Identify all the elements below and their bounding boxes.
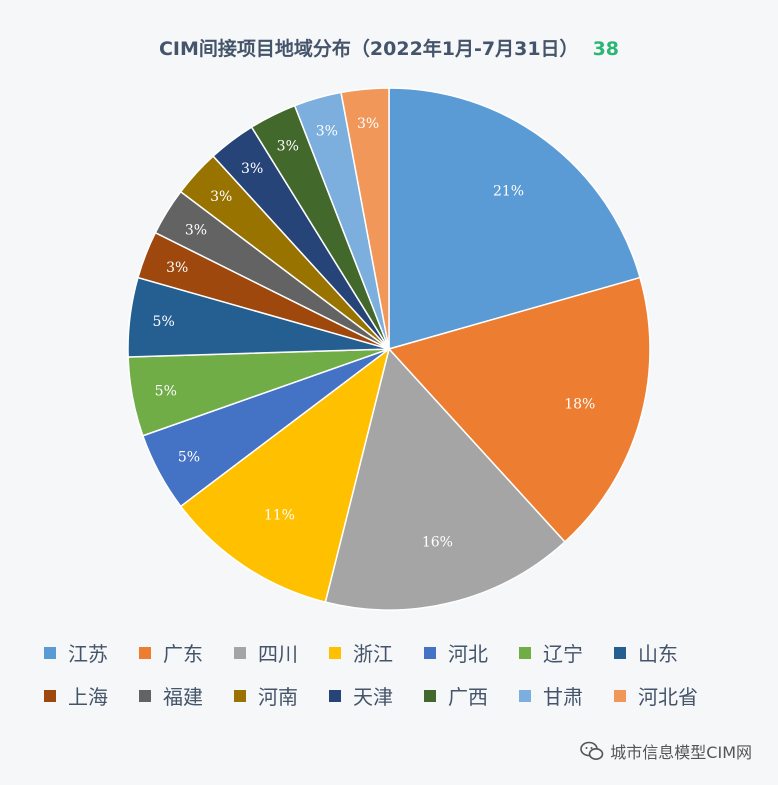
- legend-label: 广东: [163, 642, 203, 666]
- slice-label-7: 3%: [166, 260, 188, 276]
- chart-title-row: CIM间接项目地域分布（2022年1月-7月31日） 38: [0, 34, 778, 61]
- pie-slice-1: [387, 276, 651, 543]
- slice-label-9: 3%: [210, 189, 232, 205]
- chart-title: CIM间接项目地域分布（2022年1月-7月31日）: [158, 38, 579, 60]
- legend-swatch: [329, 689, 341, 702]
- legend-label: 山东: [638, 642, 678, 666]
- project-count: 38: [592, 38, 620, 60]
- legend-swatch: [614, 646, 626, 659]
- slice-label-0: 21%: [493, 184, 524, 200]
- slice-label-11: 3%: [277, 139, 299, 155]
- legend-swatch: [519, 646, 531, 659]
- wechat-icon: [580, 741, 604, 760]
- slice-label-6: 5%: [153, 314, 175, 330]
- legend-label: 天津: [353, 685, 393, 709]
- legend-item-13: 河北省: [614, 681, 709, 710]
- legend-item-3: 浙江: [329, 638, 424, 667]
- legend-label: 福建: [163, 685, 203, 709]
- legend-item-12: 甘肃: [519, 681, 614, 710]
- chart-legend: 江苏 广东 四川 浙江 河北 辽宁 山东上海 福建 河南 天津 广西 甘肃 河北省: [44, 638, 744, 710]
- legend-swatch: [139, 646, 151, 659]
- legend-swatch: [44, 646, 56, 659]
- legend-label: 甘肃: [543, 685, 583, 709]
- slice-label-13: 3%: [357, 116, 379, 132]
- legend-label: 广西: [448, 685, 488, 709]
- legend-label: 河北: [448, 642, 488, 666]
- legend-label: 辽宁: [543, 642, 583, 666]
- slice-label-8: 3%: [185, 222, 207, 238]
- pie-slice-3: [179, 347, 391, 604]
- legend-label: 河南: [258, 685, 298, 709]
- slice-label-10: 3%: [241, 161, 263, 177]
- legend-item-4: 河北: [424, 638, 519, 667]
- legend-item-0: 江苏: [44, 638, 139, 667]
- legend-swatch: [519, 689, 531, 702]
- watermark-text: 城市信息模型CIM网: [610, 743, 752, 762]
- pie-chart: 21% 18% 16% 11% 5% 5% 5% 3% 3% 3% 3% 3% 3% 3%: [127, 87, 651, 611]
- legend-item-2: 四川: [234, 638, 329, 667]
- legend-swatch: [234, 689, 246, 702]
- legend-item-7: 上海: [44, 681, 139, 710]
- pie-slice-0: [388, 87, 641, 350]
- legend-swatch: [139, 689, 151, 702]
- legend-item-6: 山东: [614, 638, 709, 667]
- legend-swatch: [44, 689, 56, 702]
- legend-swatch: [234, 646, 246, 659]
- legend-label: 江苏: [68, 642, 108, 666]
- legend-label: 上海: [68, 685, 108, 709]
- legend-swatch: [424, 689, 436, 702]
- pie-slice-13: [340, 87, 390, 350]
- slice-label-2: 16%: [422, 534, 453, 550]
- slice-label-3: 11%: [264, 507, 295, 523]
- watermark: 城市信息模型CIM网: [580, 739, 752, 763]
- legend-swatch: [329, 646, 341, 659]
- legend-label: 河北省: [638, 685, 698, 709]
- pie-slice-2: [324, 347, 566, 611]
- slice-label-5: 5%: [155, 384, 177, 400]
- slice-label-4: 5%: [178, 449, 200, 465]
- legend-item-8: 福建: [139, 681, 234, 710]
- slice-label-1: 18%: [564, 396, 595, 412]
- legend-item-9: 河南: [234, 681, 329, 710]
- legend-label: 四川: [258, 642, 298, 666]
- legend-label: 浙江: [353, 642, 393, 666]
- legend-item-11: 广西: [424, 681, 519, 710]
- slice-label-12: 3%: [316, 124, 338, 140]
- legend-item-1: 广东: [139, 638, 234, 667]
- legend-item-10: 天津: [329, 681, 424, 710]
- legend-swatch: [424, 646, 436, 659]
- legend-swatch: [614, 689, 626, 702]
- legend-item-5: 辽宁: [519, 638, 614, 667]
